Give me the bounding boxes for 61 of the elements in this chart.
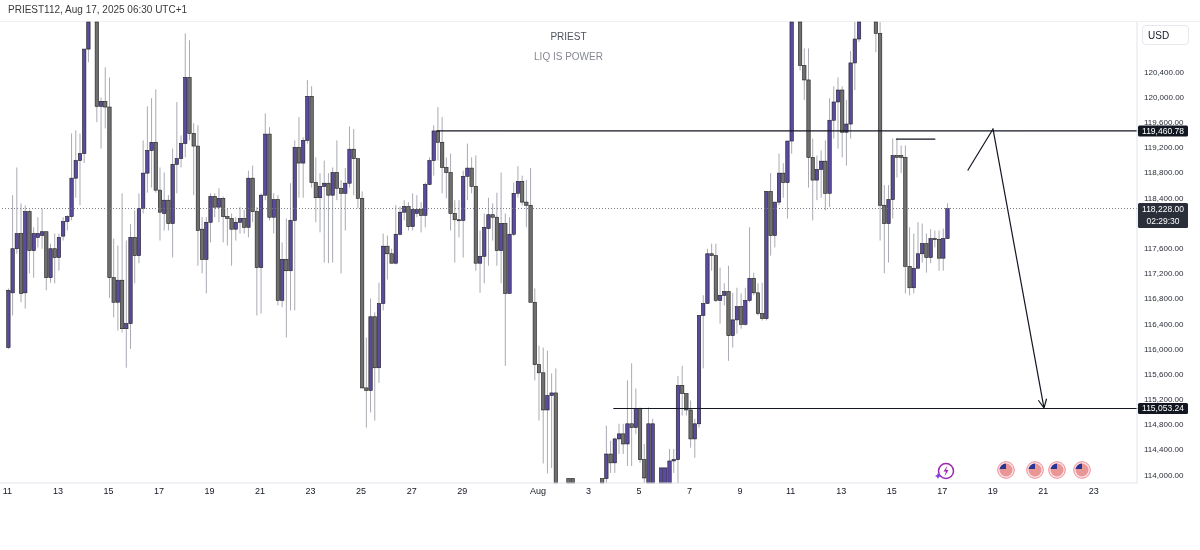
x-tick-label: 19 xyxy=(987,486,998,497)
x-tick-label: 29 xyxy=(457,486,468,497)
x-tick-label: 15 xyxy=(886,486,897,497)
y-tick-label: 114,000.00 xyxy=(1144,470,1184,480)
x-tick-label: 7 xyxy=(687,486,693,497)
x-tick-label: 23 xyxy=(1088,486,1099,497)
x-tick-label: 11 xyxy=(2,486,13,497)
candlestick xyxy=(730,292,735,349)
x-tick-label: 17 xyxy=(937,486,948,497)
text: PRIEST xyxy=(550,31,587,42)
x-tick-label: 5 xyxy=(636,486,642,497)
candlestick xyxy=(755,282,760,316)
x-tick-label: 13 xyxy=(836,486,847,497)
x-tick-label: 17 xyxy=(153,486,164,497)
y-tick-label: 114,800.00 xyxy=(1144,420,1184,430)
y-tick-label: 116,000.00 xyxy=(1144,344,1184,354)
y-tick-label: 117,200.00 xyxy=(1144,269,1184,279)
y-tick-label: 115,600.00 xyxy=(1144,369,1184,379)
y-tick-label: 120,000.00 xyxy=(1144,92,1185,102)
y-tick-label: 118,400.00 xyxy=(1144,193,1184,203)
x-tick-label: 9 xyxy=(737,486,743,497)
x-tick-label: 25 xyxy=(356,486,367,497)
data-label: 119,460.78 xyxy=(1142,125,1185,136)
x-tick-label: 15 xyxy=(103,486,114,497)
candlestick xyxy=(149,97,154,189)
y-tick-label: 114,400.00 xyxy=(1144,445,1184,455)
data-label: 115,053.24 xyxy=(1142,403,1185,414)
candlestick xyxy=(322,160,327,264)
ref-line-label: 118,228.00 xyxy=(1142,203,1185,214)
candlestick xyxy=(667,448,672,484)
candlestick xyxy=(739,292,744,330)
x-tick-label: 13 xyxy=(52,486,63,497)
candlestick xyxy=(284,217,289,339)
x-tick-label: 21 xyxy=(1038,486,1049,497)
x-tick-label: 21 xyxy=(255,486,266,497)
text: LIQ IS POWER xyxy=(534,51,603,62)
x-tick-label: 27 xyxy=(406,486,417,497)
candlestick xyxy=(621,423,626,455)
y-tick-label: 119,600.00 xyxy=(1144,117,1184,127)
text: 02:29:30 xyxy=(1146,216,1180,227)
candlestick xyxy=(911,233,916,294)
candlestick xyxy=(229,212,234,267)
text: PRIEST112, Aug 17, 2025 06:30 UTC+1 xyxy=(8,4,188,15)
x-tick-label: Aug xyxy=(529,486,546,497)
y-tick-label: 116,400.00 xyxy=(1144,319,1184,329)
candlestick xyxy=(734,287,739,335)
x-tick-label: 23 xyxy=(305,486,316,497)
y-axis-title: USD xyxy=(1148,30,1170,41)
x-tick-label: 3 xyxy=(585,486,592,497)
y-tick-label: 115,200.00 xyxy=(1144,395,1184,405)
y-tick-label: 119,200.00 xyxy=(1144,143,1184,153)
y-tick-label: 117,600.00 xyxy=(1144,243,1184,253)
y-tick-label: 116,800.00 xyxy=(1144,294,1184,304)
candlestick xyxy=(545,350,550,475)
candlestick xyxy=(819,149,824,199)
candlestick xyxy=(115,245,120,332)
x-tick-label: 19 xyxy=(204,486,215,497)
candlestick xyxy=(410,192,415,231)
y-tick-label: 118,800.00 xyxy=(1144,168,1184,178)
x-tick-label: 11 xyxy=(785,486,796,497)
y-tick-label: 120,400.00 xyxy=(1144,67,1185,77)
